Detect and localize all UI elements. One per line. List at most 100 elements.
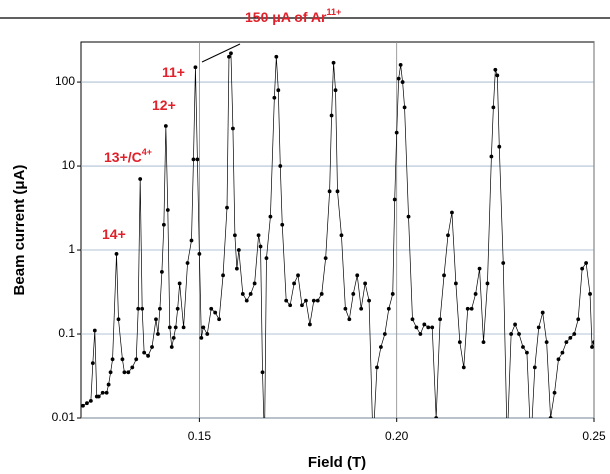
annotation-text: 150 μA of Ar [245, 9, 327, 25]
series [81, 51, 594, 445]
data-point [264, 256, 269, 261]
data-point [130, 365, 135, 370]
data-point [529, 441, 533, 445]
data-point [177, 281, 182, 286]
data-point [81, 403, 85, 408]
y-tick-label: 10 [62, 158, 76, 172]
data-point [221, 273, 225, 278]
data-point [248, 292, 253, 296]
annotation: 12+ [152, 97, 176, 113]
data-point [195, 157, 200, 162]
data-point [560, 350, 565, 355]
data-point [584, 261, 589, 265]
data-point [434, 416, 439, 418]
data-point [284, 298, 289, 303]
data-point [233, 233, 237, 238]
data-point [386, 306, 391, 311]
data-point [382, 332, 387, 336]
data-point [108, 370, 113, 375]
data-point [465, 306, 470, 311]
data-point [323, 256, 328, 261]
data-point [234, 266, 239, 271]
data-point [92, 328, 97, 333]
data-point [446, 233, 450, 238]
data-point [453, 281, 458, 286]
annotation: 13+/C4+ [104, 147, 152, 164]
data-point [114, 251, 119, 256]
annotation-text: 11+ [162, 64, 185, 80]
y-tick-label: 100 [55, 74, 75, 88]
data-point [333, 88, 338, 93]
data-point [120, 357, 125, 362]
data-point [414, 325, 419, 330]
data-point [154, 317, 158, 322]
data-point [171, 335, 176, 340]
data-point [274, 54, 279, 59]
data-point [110, 357, 115, 362]
data-point [205, 332, 210, 336]
y-tick-label: 0.1 [58, 326, 75, 340]
data-point [173, 325, 178, 330]
data-point [422, 322, 427, 327]
data-point [217, 317, 222, 322]
data-point [276, 88, 281, 93]
data-point [495, 73, 500, 78]
data-point [359, 306, 364, 311]
data-point [201, 325, 206, 330]
data-point [485, 281, 490, 286]
data-point [552, 390, 557, 395]
data-point [544, 340, 549, 345]
data-point [197, 251, 202, 256]
data-point [426, 325, 431, 330]
data-point [473, 292, 478, 296]
data-point [375, 365, 379, 370]
data-point [292, 281, 296, 286]
data-point [343, 306, 348, 311]
data-point [489, 154, 494, 159]
annotation: 150 μA of Ar11+ [245, 7, 341, 24]
data-point [509, 332, 514, 336]
data-point [134, 357, 139, 362]
data-point [461, 365, 466, 370]
data-point [517, 332, 521, 336]
data-point [469, 306, 474, 311]
data-point [457, 340, 462, 345]
data-point [213, 310, 218, 315]
data-point [104, 390, 109, 395]
data-point [236, 248, 241, 252]
data-point [88, 398, 93, 403]
data-point [588, 292, 592, 296]
data-point [288, 303, 293, 308]
data-point [396, 76, 401, 81]
annotation: 11+ [162, 64, 185, 80]
data-point [394, 130, 399, 135]
data-point [311, 298, 316, 303]
data-point [392, 197, 397, 202]
data-point [85, 401, 89, 406]
data-point [548, 416, 553, 418]
data-point [491, 105, 496, 110]
data-point [497, 144, 502, 149]
data-point [272, 95, 277, 100]
data-point [161, 222, 166, 227]
data-point [371, 441, 375, 445]
annotation: 14+ [102, 226, 126, 242]
data-point [307, 322, 312, 327]
data-point [592, 340, 594, 345]
data-point [363, 281, 368, 286]
data-point [355, 273, 360, 278]
data-point [227, 54, 231, 59]
annotation-text: 13+/C [104, 149, 142, 165]
data-point [159, 269, 164, 274]
data-point [406, 214, 411, 219]
data-point [146, 353, 150, 358]
data-point [278, 164, 283, 168]
data-point [576, 317, 581, 322]
data-point [296, 273, 300, 278]
data-point [142, 350, 147, 355]
data-point [240, 292, 245, 296]
data-point [418, 332, 423, 336]
data-point [116, 317, 121, 322]
annotation-text: 12+ [152, 97, 176, 113]
